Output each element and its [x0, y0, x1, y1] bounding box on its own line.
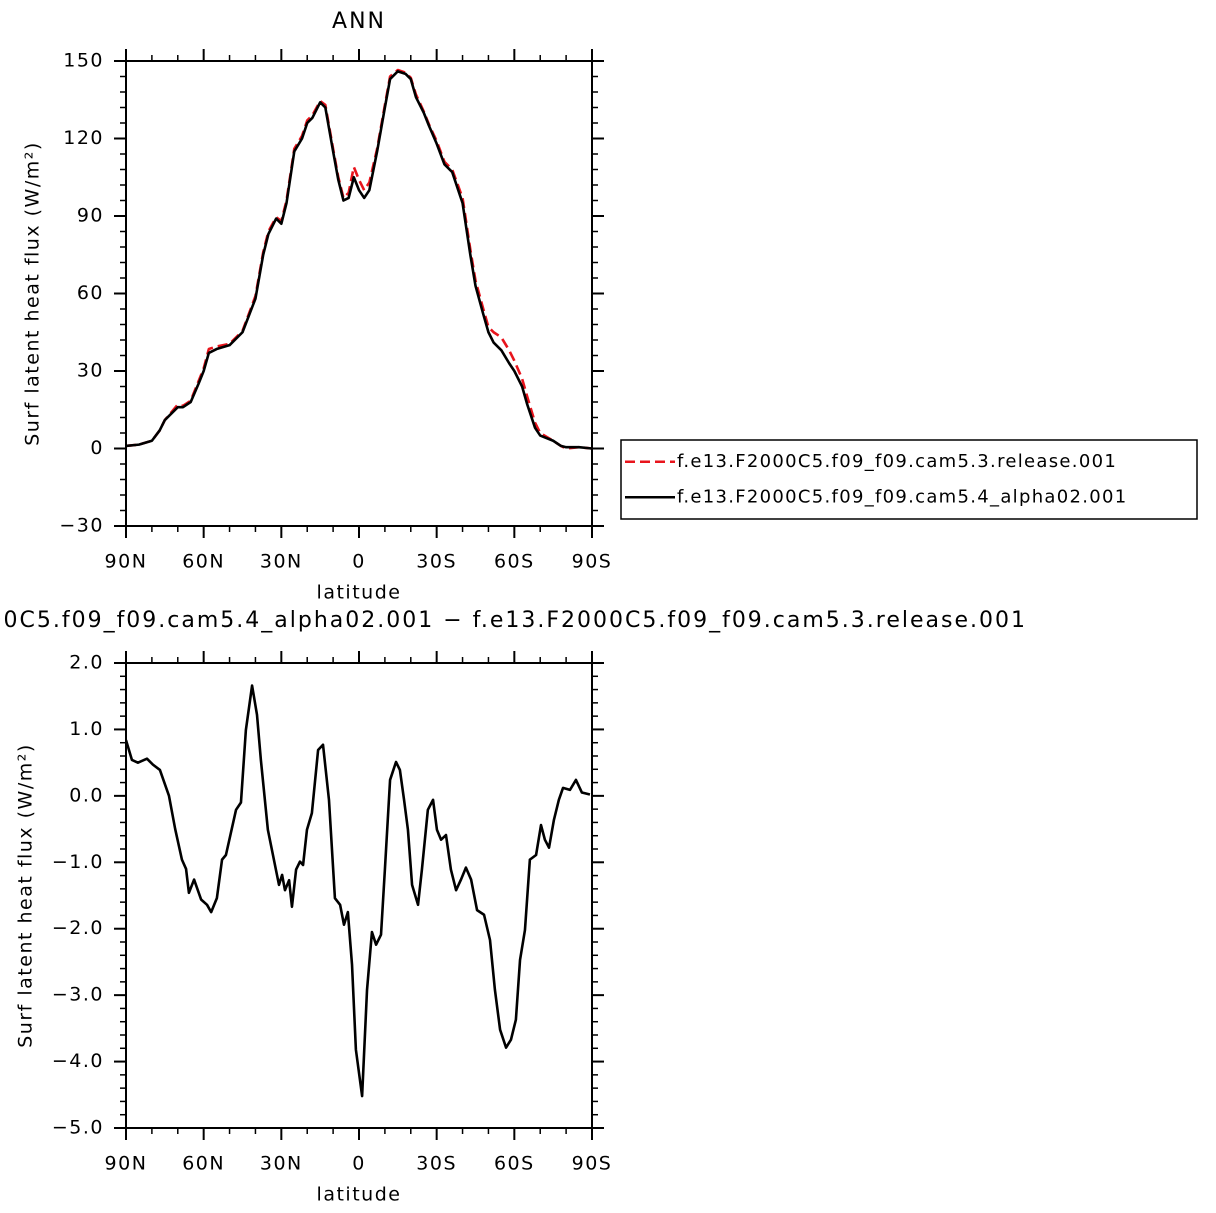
y-tick-label: −4.0 — [52, 1050, 104, 1072]
x-tick-label: 90N — [105, 551, 148, 573]
x-tick-label: 90N — [105, 1153, 148, 1175]
x-axis-label: latitude — [317, 582, 402, 604]
y-tick-label: 0.0 — [69, 784, 104, 806]
plot-frame — [125, 60, 593, 527]
x-tick-label: 60S — [494, 1153, 535, 1175]
y-tick-label: 120 — [63, 127, 104, 149]
y-tick-label: 30 — [77, 360, 104, 382]
y-tick-label: −5.0 — [52, 1117, 104, 1139]
x-tick-label: 0 — [352, 1153, 366, 1175]
data-line — [126, 684, 591, 1098]
y-tick-label: −2.0 — [52, 917, 104, 939]
y-tick-label: 0 — [90, 437, 104, 459]
y-tick-label: −1.0 — [52, 851, 104, 873]
plot-frame — [125, 662, 593, 1129]
x-tick-label: 30N — [260, 551, 303, 573]
y-tick-label: 1.0 — [69, 718, 104, 740]
y-tick-label: −3.0 — [52, 984, 104, 1006]
x-tick-label: 60S — [494, 551, 535, 573]
x-tick-label: 90S — [572, 1153, 613, 1175]
x-tick-label: 90S — [572, 551, 613, 573]
y-tick-label: 60 — [77, 282, 104, 304]
legend-box — [620, 439, 1198, 520]
chart-title: f.e13.F2000C5.f09_f09.cam5.4_alpha02.001… — [0, 608, 1027, 633]
x-tick-label: 60N — [182, 1153, 225, 1175]
y-axis-label: Surf latent heat flux (W/m²) — [15, 743, 37, 1048]
legend-label: f.e13.F2000C5.f09_f09.cam5.3.release.001 — [677, 451, 1117, 472]
data-line — [126, 70, 592, 450]
x-tick-label: 30N — [260, 1153, 303, 1175]
x-tick-label: 60N — [182, 551, 225, 573]
y-tick-label: −30 — [59, 515, 104, 537]
y-tick-label: 90 — [77, 205, 104, 227]
x-axis-label: latitude — [317, 1184, 402, 1206]
y-tick-label: 150 — [63, 50, 104, 72]
chart-title: ANN — [332, 9, 386, 34]
y-axis-label: Surf latent heat flux (W/m²) — [22, 141, 44, 446]
x-tick-label: 30S — [416, 1153, 457, 1175]
y-tick-label: 2.0 — [69, 652, 104, 674]
legend-label: f.e13.F2000C5.f09_f09.cam5.4_alpha02.001 — [677, 486, 1128, 507]
data-line — [126, 68, 592, 450]
x-tick-label: 30S — [416, 551, 457, 573]
x-tick-label: 0 — [352, 551, 366, 573]
